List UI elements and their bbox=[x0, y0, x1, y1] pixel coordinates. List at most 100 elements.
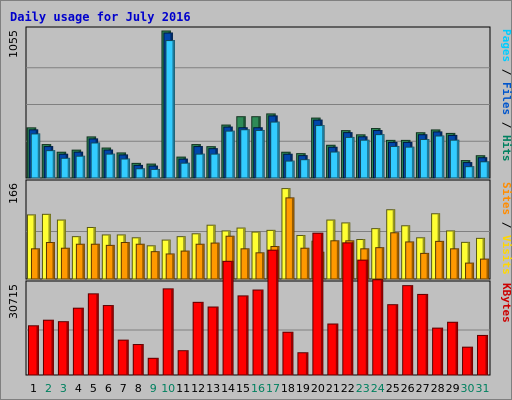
bar-shade bbox=[217, 243, 220, 279]
x-tick-label: 16 bbox=[251, 382, 265, 395]
bar-shade bbox=[156, 358, 159, 375]
bar-shade bbox=[201, 302, 204, 375]
bar-shade bbox=[261, 290, 263, 375]
bar-shade bbox=[441, 241, 444, 279]
bar-shade bbox=[171, 288, 174, 375]
bar-shade bbox=[471, 166, 474, 178]
bar-shade bbox=[486, 161, 489, 178]
x-tick-label: 28 bbox=[431, 382, 445, 395]
bar-shade bbox=[202, 244, 205, 279]
bar-shade bbox=[322, 125, 325, 178]
bar-shade bbox=[37, 133, 40, 178]
y-axis-max-label: 1055 bbox=[7, 30, 20, 58]
series-legend-label: Pages / Files / Hits bbox=[500, 29, 512, 162]
bar-shade bbox=[425, 294, 428, 375]
bar-shade bbox=[141, 344, 144, 375]
bar-shade bbox=[97, 244, 100, 279]
x-tick-label: 18 bbox=[281, 382, 295, 395]
bar-shade bbox=[367, 140, 370, 178]
bar-shade bbox=[112, 154, 115, 178]
series-legend-label: KBytes bbox=[500, 283, 512, 323]
bar-shade bbox=[440, 328, 443, 375]
legend-part: KBytes bbox=[500, 283, 512, 323]
bar-shade bbox=[172, 40, 175, 179]
bar-shade bbox=[277, 122, 280, 178]
bar-shade bbox=[455, 322, 458, 375]
bar-shade bbox=[441, 136, 444, 178]
bar-shade bbox=[456, 248, 459, 279]
x-tick-label: 4 bbox=[75, 382, 82, 395]
bar-shade bbox=[262, 130, 265, 178]
bar-shade bbox=[187, 251, 190, 279]
legend-part: / bbox=[500, 115, 512, 135]
x-tick-label: 31 bbox=[476, 382, 490, 395]
bar-shade bbox=[36, 325, 39, 375]
x-tick-label: 13 bbox=[206, 382, 220, 395]
x-tick-label: 7 bbox=[120, 382, 127, 395]
bar-shade bbox=[306, 248, 309, 279]
x-tick-label: 1 bbox=[30, 382, 37, 395]
bar-shade bbox=[292, 161, 295, 178]
bar-shade bbox=[307, 159, 310, 178]
panel-1: 166 Sites / Visits bbox=[7, 179, 512, 280]
bar-shade bbox=[66, 321, 69, 375]
bar-shade bbox=[381, 247, 384, 279]
legend-part: Hits bbox=[500, 135, 512, 162]
x-tick-label: 23 bbox=[356, 382, 370, 395]
y-axis-max-label: 30715 bbox=[7, 284, 20, 319]
bar-shade bbox=[275, 250, 278, 375]
x-tick-label: 8 bbox=[135, 382, 142, 395]
bar-shade bbox=[247, 129, 250, 178]
x-tick-label: 2 bbox=[45, 382, 52, 395]
x-tick-label: 29 bbox=[446, 382, 460, 395]
bar-shade bbox=[142, 244, 145, 279]
legend-part: Visits bbox=[500, 235, 512, 275]
x-tick-label: 19 bbox=[296, 382, 310, 395]
x-tick-label: 26 bbox=[401, 382, 415, 395]
series-legend-label: Sites / Visits bbox=[500, 182, 512, 275]
bar-shade bbox=[82, 244, 85, 279]
bar-shade bbox=[186, 350, 189, 375]
bar-shade bbox=[52, 242, 55, 279]
bar-shade bbox=[82, 156, 85, 178]
bar-shade bbox=[486, 259, 489, 279]
x-tick-label: 10 bbox=[161, 382, 175, 395]
bar-shade bbox=[411, 147, 414, 178]
bar-shade bbox=[216, 307, 219, 375]
bar-shade bbox=[262, 252, 264, 279]
bar-shade bbox=[81, 308, 84, 375]
x-tick-label: 21 bbox=[326, 382, 340, 395]
bar-shade bbox=[485, 335, 488, 375]
panel-2: 30715 KBytes bbox=[7, 232, 512, 376]
bar-shade bbox=[67, 158, 70, 178]
bar-shade bbox=[456, 140, 459, 178]
x-tick-label: 24 bbox=[371, 382, 385, 395]
legend-part: / bbox=[500, 62, 512, 82]
x-tick-label: 11 bbox=[176, 382, 190, 395]
x-tick-label: 9 bbox=[150, 382, 157, 395]
bar-shade bbox=[337, 152, 340, 178]
legend-part: Files bbox=[500, 82, 512, 115]
bar-shade bbox=[127, 159, 130, 178]
bar-shade bbox=[67, 248, 70, 279]
bar-shade bbox=[97, 142, 100, 178]
bar-shade bbox=[396, 146, 399, 178]
x-tick-label: 22 bbox=[341, 382, 355, 395]
bar-shade bbox=[411, 241, 414, 279]
bar-shade bbox=[470, 347, 473, 375]
bar-shade bbox=[426, 253, 429, 279]
x-tick-label: 15 bbox=[236, 382, 250, 395]
bar-shade bbox=[467, 242, 470, 279]
bar-shade bbox=[232, 131, 235, 178]
bar-shade bbox=[157, 251, 160, 279]
bar-shade bbox=[380, 279, 383, 375]
bar-shade bbox=[127, 242, 130, 279]
bar-shade bbox=[471, 263, 474, 279]
bar-shade bbox=[52, 150, 55, 178]
bar-shade bbox=[33, 214, 36, 279]
x-tick-label: 17 bbox=[266, 382, 280, 395]
bar-shade bbox=[231, 261, 234, 375]
bar-shade bbox=[350, 242, 353, 375]
bar-shade bbox=[290, 332, 293, 375]
